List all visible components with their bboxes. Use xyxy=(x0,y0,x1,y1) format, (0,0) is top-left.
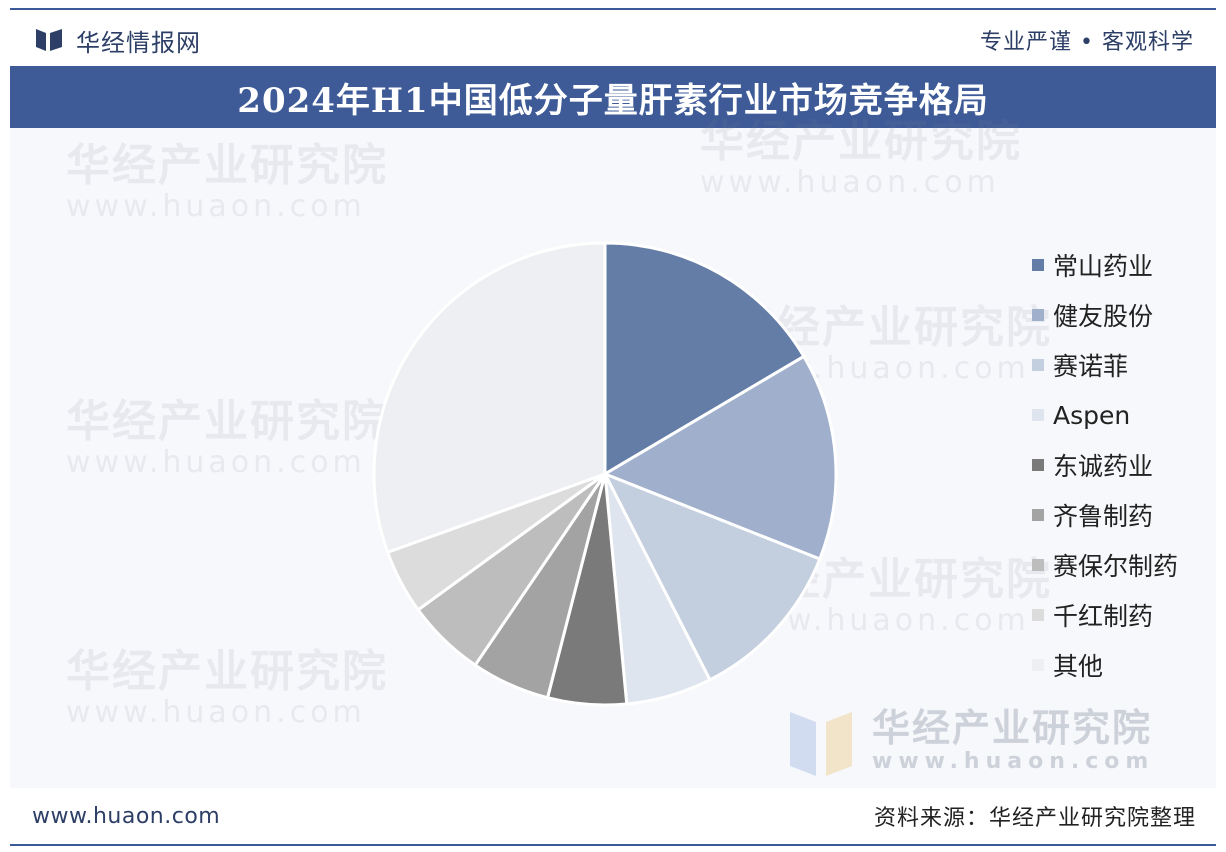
legend-label: 齐鲁制药 xyxy=(1053,502,1154,531)
watermark: 华经产业研究院 www.huaon.com xyxy=(700,116,1022,201)
legend-label: 赛诺菲 xyxy=(1053,352,1129,381)
legend-item: 其他 xyxy=(1032,640,1178,690)
legend-label: 其他 xyxy=(1053,652,1104,681)
watermark-logo-icon xyxy=(790,712,852,776)
legend-swatch xyxy=(1032,459,1044,471)
legend-swatch xyxy=(1032,659,1044,671)
top-bar: 华经情报网 专业严谨 • 客观科学 xyxy=(10,8,1216,70)
footer: www.huaon.com 资料来源：华经产业研究院整理 xyxy=(10,788,1216,846)
watermark-brand: 华经产业研究院 www.huaon.com xyxy=(872,706,1155,774)
legend-swatch xyxy=(1032,359,1044,371)
pie-slice xyxy=(372,241,607,554)
watermark: 华经产业研究院 www.huaon.com xyxy=(66,646,388,731)
footer-source: 资料来源：华经产业研究院整理 xyxy=(873,806,1196,831)
title-band: 2024年H1中国低分子量肝素行业市场竞争格局 xyxy=(10,66,1216,128)
legend-item: 千红制药 xyxy=(1032,590,1178,640)
pie-chart xyxy=(372,241,838,707)
legend-item: 东诚药业 xyxy=(1032,440,1178,490)
legend-item: 赛诺菲 xyxy=(1032,340,1178,390)
legend-label: 东诚药业 xyxy=(1053,452,1154,481)
watermark: 华经产业研究院 www.huaon.com xyxy=(66,140,388,225)
legend-label: 千红制药 xyxy=(1053,602,1154,631)
legend-label: Aspen xyxy=(1053,400,1131,430)
legend-swatch xyxy=(1032,409,1044,421)
brand: 华经情报网 xyxy=(10,23,201,58)
legend-label: 赛保尔制药 xyxy=(1053,552,1179,581)
legend-swatch xyxy=(1032,559,1044,571)
pie-slice xyxy=(603,472,822,682)
chart-area: 华经产业研究院 www.huaon.com 华经产业研究院 www.huaon.co… xyxy=(10,117,1216,788)
legend-item: 赛保尔制药 xyxy=(1032,540,1178,590)
legend-item: 健友股份 xyxy=(1032,290,1178,340)
legend-swatch xyxy=(1032,259,1044,271)
legend-swatch xyxy=(1032,509,1044,521)
pie-slice xyxy=(603,241,806,476)
slogan: 专业严谨 • 客观科学 xyxy=(980,30,1194,55)
legend-label: 健友股份 xyxy=(1053,302,1154,331)
brand-logo-icon xyxy=(36,29,62,51)
legend-item: 常山药业 xyxy=(1032,240,1178,290)
pie-slice xyxy=(603,354,838,561)
legend-swatch xyxy=(1032,309,1044,321)
legend-item: 齐鲁制药 xyxy=(1032,490,1178,540)
legend-swatch xyxy=(1032,609,1044,621)
watermark: 华经产业研究院 www.huaon.com xyxy=(66,396,388,481)
legend-item: Aspen xyxy=(1032,390,1178,440)
brand-name: 华经情报网 xyxy=(76,28,201,57)
legend: 常山药业健友股份赛诺菲 Aspen 东诚药业齐鲁制药赛保尔制药千红制药其他 xyxy=(1032,240,1178,690)
legend-label: 常山药业 xyxy=(1053,252,1154,281)
chart-title: 2024年H1中国低分子量肝素行业市场竞争格局 xyxy=(237,80,989,121)
footer-website: www.huaon.com xyxy=(32,803,221,829)
